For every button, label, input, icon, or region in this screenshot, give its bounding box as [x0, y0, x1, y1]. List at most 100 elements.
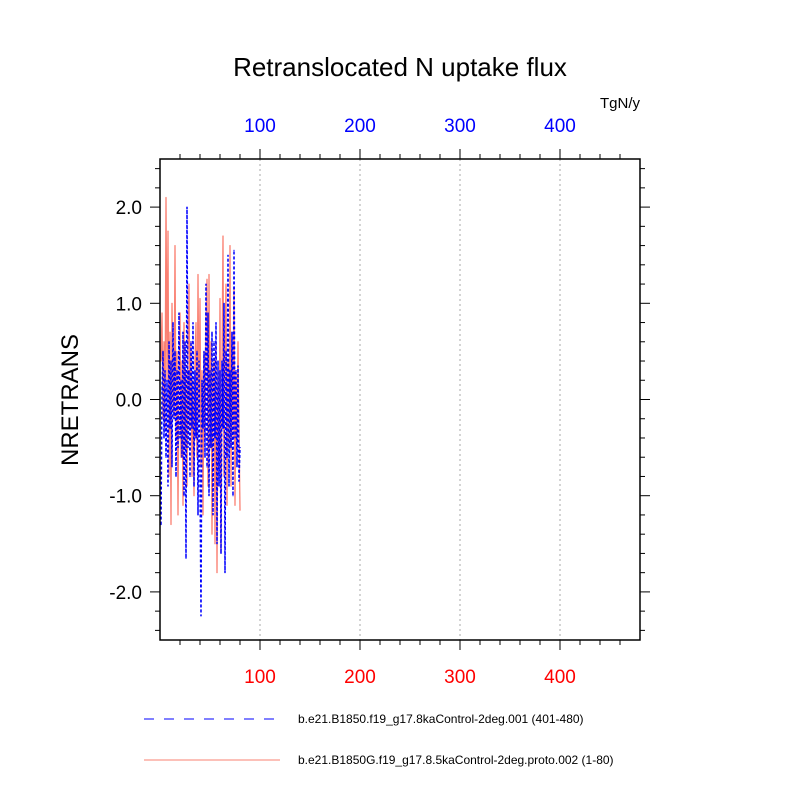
- series-1-point: [194, 360, 196, 362]
- grid: [259, 159, 561, 640]
- series-0-point: [179, 437, 181, 439]
- series-0-point: [195, 437, 197, 439]
- series-0-point: [221, 360, 223, 362]
- series-1-point: [225, 283, 227, 285]
- x-tick-label-top: 100: [244, 116, 276, 137]
- x-tick-label-bottom: 100: [244, 667, 276, 688]
- series-0-point: [239, 447, 241, 449]
- series-1-point: [226, 504, 228, 506]
- series-1-point: [234, 504, 236, 506]
- series-1-point: [214, 543, 216, 545]
- series-0-point: [199, 475, 201, 478]
- series-1-point: [183, 321, 185, 324]
- series-0-point: [207, 312, 209, 314]
- y-tick-label: 0.0: [116, 391, 142, 412]
- series-1-point: [211, 533, 213, 535]
- series-line-0: [160, 207, 241, 616]
- series-0-point: [228, 485, 230, 487]
- series-0-point: [223, 302, 225, 304]
- series-0-point: [203, 350, 205, 352]
- series-1-point: [191, 475, 193, 478]
- series-0-point: [183, 495, 185, 497]
- series-1-point: [174, 244, 176, 247]
- series-1-point: [230, 485, 232, 487]
- series-0-point: [196, 350, 198, 352]
- series-0-point: [213, 341, 215, 343]
- series-0-point: [168, 341, 170, 343]
- series-0-point: [165, 456, 167, 458]
- series-0-point: [173, 418, 175, 420]
- y-tick-label: -1.0: [109, 487, 142, 508]
- y-tick-label: 2.0: [116, 198, 142, 219]
- series-1-point: [239, 509, 241, 511]
- tick-labels: -2.0 -1.0 0.0 1.0 2.0 100 200 300 400 100 200 300 40…: [109, 116, 576, 688]
- series-0-point: [232, 495, 234, 497]
- series-0-point: [190, 341, 192, 343]
- series-1-point: [202, 514, 204, 516]
- series-0-point: [225, 350, 227, 352]
- series-1-point: [237, 341, 239, 343]
- series-0-point: [215, 321, 217, 324]
- series-1-point: [201, 370, 203, 372]
- series-0-point: [227, 254, 229, 256]
- series-0-point: [210, 447, 212, 449]
- series-0-point: [189, 475, 191, 478]
- series-0-point: [170, 360, 172, 362]
- series-0-point: [231, 331, 233, 333]
- series-1-point: [177, 514, 179, 516]
- series-0-point: [161, 389, 163, 391]
- series-0-point: [192, 321, 194, 324]
- series-0-point: [222, 427, 224, 429]
- legend: b.e21.B1850.f19_g17.8kaControl-2deg.001 …: [144, 712, 614, 767]
- series-0-point: [169, 427, 171, 429]
- x-tick-label-bottom: 300: [444, 667, 476, 688]
- series-0-point: [206, 466, 208, 468]
- series-0-point: [235, 370, 237, 372]
- series-1-point: [161, 312, 163, 314]
- series-1-point: [182, 504, 184, 506]
- legend-label-1: b.e21.B1850G.f19_g17.8.5kaControl-2deg.p…: [298, 753, 614, 767]
- series-0-point: [182, 331, 184, 333]
- series-1-point: [170, 523, 172, 526]
- x-tick-label-bottom: 400: [544, 667, 576, 688]
- series-0-point: [197, 514, 199, 516]
- series-0-point: [233, 249, 235, 251]
- series-0-point: [178, 312, 180, 314]
- series-0-point: [177, 447, 179, 449]
- series-0-point: [180, 379, 182, 381]
- y-axis-label: NRETRANS: [57, 334, 84, 466]
- series-0-point: [234, 437, 236, 439]
- series-0-point: [171, 466, 173, 468]
- series-0-point: [172, 321, 174, 324]
- series-1-point: [219, 297, 221, 300]
- series-1-point: [206, 278, 208, 280]
- series-0-point: [175, 475, 177, 478]
- series-0-point: [230, 447, 232, 449]
- series-1-point: [195, 321, 197, 324]
- series-0-point: [237, 365, 239, 367]
- series-0-point: [211, 331, 213, 333]
- x-tick-label-top: 300: [444, 116, 476, 137]
- series-1-point: [197, 273, 199, 276]
- series-0-point: [188, 370, 190, 372]
- series-1-point: [193, 495, 195, 497]
- series-0-point: [209, 370, 211, 372]
- series-0-point: [216, 543, 218, 545]
- series-0-point: [198, 360, 200, 362]
- series-1-point: [222, 235, 224, 237]
- series-0-point: [224, 572, 226, 574]
- series-0-point: [238, 480, 240, 482]
- series-0-point: [217, 360, 219, 362]
- legend-label-0: b.e21.B1850.f19_g17.8kaControl-2deg.001 …: [298, 712, 584, 726]
- series-0-point: [229, 370, 231, 372]
- series-0-point: [176, 370, 178, 372]
- series-1-point: [199, 297, 201, 300]
- x-tick-label-top: 200: [344, 116, 376, 137]
- series-0-point: [208, 495, 210, 497]
- series-1-point: [208, 273, 210, 276]
- series-0-point: [202, 427, 204, 429]
- plot-lines: [160, 196, 241, 617]
- series-1-point: [210, 341, 212, 343]
- x-tick-label-top: 400: [544, 116, 576, 137]
